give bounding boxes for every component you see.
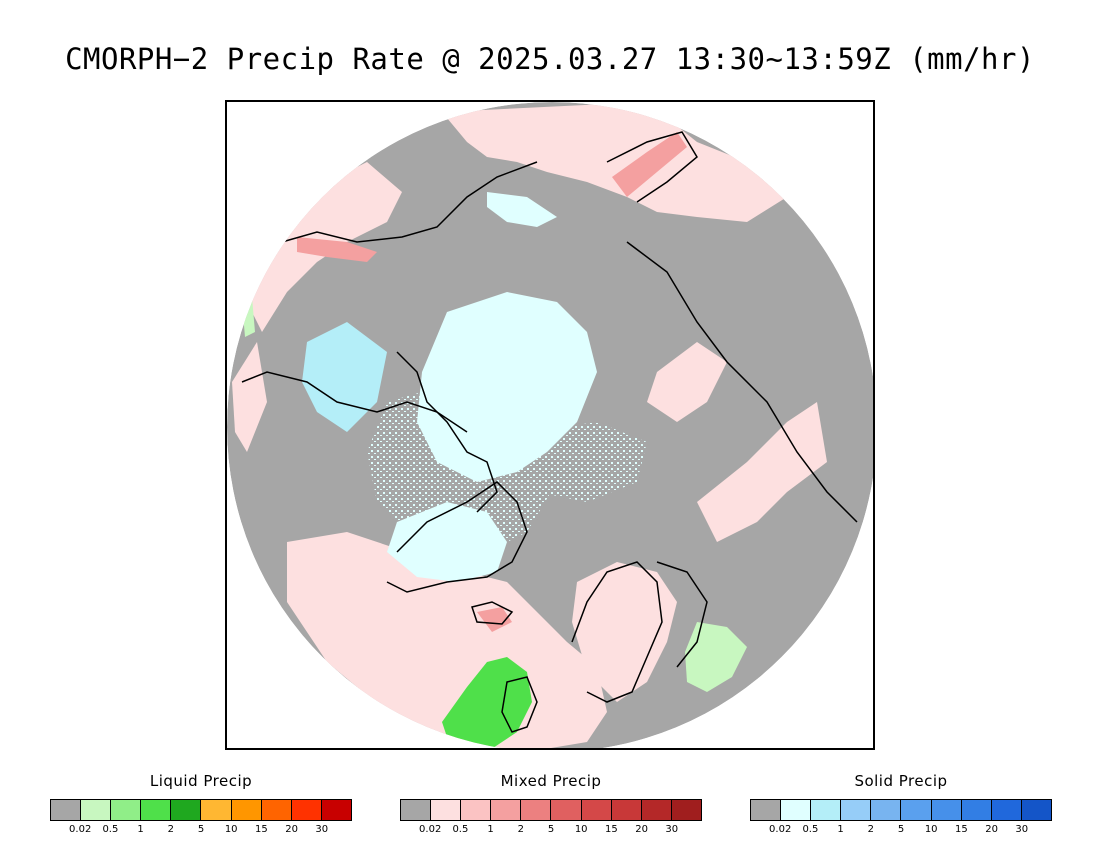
legend-swatch bbox=[521, 800, 552, 820]
legend-tick-label: 20 bbox=[635, 824, 648, 835]
tick-labels-liquid: 0.02 0.5 1 2 5 10 15 20 30 bbox=[50, 821, 352, 835]
legend-swatch bbox=[751, 800, 782, 820]
mixed-precip-region-siberia bbox=[697, 402, 827, 542]
legend-tick-label: 2 bbox=[167, 824, 174, 835]
solid-precip-region-bering-sea bbox=[487, 192, 557, 227]
coastline-siberia bbox=[626, 241, 858, 523]
legend-swatch bbox=[581, 800, 612, 820]
coastline-scandinavia bbox=[571, 561, 663, 703]
legend-swatch bbox=[261, 800, 292, 820]
legend-tick-label: 15 bbox=[955, 824, 968, 835]
solid-precip-region-canada bbox=[302, 322, 387, 432]
legend-tick-label: 0.5 bbox=[452, 824, 469, 835]
coastline-british-isles bbox=[501, 676, 538, 733]
map-panel bbox=[225, 100, 875, 750]
legend-swatch bbox=[171, 800, 202, 820]
legend-swatch bbox=[201, 800, 232, 820]
legend-tick-label: 15 bbox=[255, 824, 268, 835]
tick-labels-solid: 0.02 0.5 1 2 5 10 15 20 30 bbox=[750, 821, 1052, 835]
coastlines bbox=[241, 131, 858, 733]
legend-tick-label: 20 bbox=[985, 824, 998, 835]
legend-swatch bbox=[671, 800, 701, 820]
legend-swatch bbox=[141, 800, 172, 820]
legend-swatch bbox=[231, 800, 262, 820]
legend-tick-label: 2 bbox=[517, 824, 524, 835]
chart-title: CMORPH−2 Precip Rate @ 2025.03.27 13:30~… bbox=[65, 42, 1035, 76]
legend-swatch bbox=[51, 800, 82, 820]
legend-swatch bbox=[611, 800, 642, 820]
legend-swatch bbox=[811, 800, 842, 820]
legend-tick-label: 1 bbox=[137, 824, 144, 835]
solid-precip-region-greenland bbox=[387, 502, 507, 582]
mixed-precip-band-kamchatka bbox=[612, 132, 687, 197]
map-disk bbox=[227, 102, 873, 748]
legend-swatch bbox=[991, 800, 1022, 820]
legend-tick-label: 0.5 bbox=[802, 824, 819, 835]
legend-tick-label: 0.02 bbox=[69, 824, 92, 835]
legend-swatch bbox=[461, 800, 492, 820]
coastline-canadian-archipelago bbox=[396, 351, 498, 513]
mixed-precip-region-east-siberia bbox=[647, 342, 727, 422]
legend-liquid-precip: Liquid Precip 0.02 0.5 1 2 5 10 15 20 30 bbox=[50, 772, 352, 835]
legend-swatch bbox=[841, 800, 872, 820]
legend-swatch bbox=[1021, 800, 1051, 820]
color-bar-mixed bbox=[400, 799, 702, 821]
legend-swatch bbox=[781, 800, 812, 820]
legend-swatch bbox=[111, 800, 142, 820]
legend-swatch bbox=[961, 800, 992, 820]
color-bar-liquid bbox=[50, 799, 352, 821]
liquid-precip-region-west-europe bbox=[685, 622, 747, 692]
legend-title-solid: Solid Precip bbox=[854, 772, 948, 790]
legend-tick-label: 1 bbox=[487, 824, 494, 835]
legend-swatch bbox=[901, 800, 932, 820]
legend-swatch bbox=[931, 800, 962, 820]
legend-tick-label: 0.02 bbox=[419, 824, 442, 835]
legend-tick-label: 5 bbox=[547, 824, 555, 835]
mixed-precip-region-scandinavia bbox=[572, 562, 677, 702]
legend-swatch bbox=[81, 800, 112, 820]
legend-swatch bbox=[491, 800, 522, 820]
legend-tick-label: 30 bbox=[665, 824, 679, 835]
tick-labels-mixed: 0.02 0.5 1 2 5 10 15 20 30 bbox=[400, 821, 702, 835]
legend-tick-label: 15 bbox=[605, 824, 618, 835]
legend-title-mixed: Mixed Precip bbox=[500, 772, 602, 790]
legend-solid-precip: Solid Precip 0.02 0.5 1 2 5 10 15 20 30 bbox=[750, 772, 1052, 835]
legend-tick-label: 10 bbox=[224, 824, 238, 835]
coastline-iceland bbox=[471, 601, 514, 625]
coastline-scandinavia-east bbox=[656, 561, 708, 668]
legend-tick-label: 30 bbox=[1015, 824, 1029, 835]
legend-mixed-precip: Mixed Precip 0.02 0.5 1 2 5 10 15 20 30 bbox=[400, 772, 702, 835]
legend-tick-label: 20 bbox=[285, 824, 298, 835]
legend-tick-label: 10 bbox=[574, 824, 588, 835]
legend-swatch bbox=[431, 800, 462, 820]
legend-swatch bbox=[321, 800, 351, 820]
legend-tick-label: 5 bbox=[197, 824, 205, 835]
legend-tick-label: 30 bbox=[315, 824, 329, 835]
legend-tick-label: 1 bbox=[837, 824, 844, 835]
legend-tick-label: 5 bbox=[897, 824, 905, 835]
legend-swatch bbox=[641, 800, 672, 820]
legend-tick-label: 2 bbox=[867, 824, 874, 835]
legend-swatch bbox=[871, 800, 902, 820]
mixed-precip-region-north-pacific bbox=[442, 102, 787, 222]
mixed-precip-region-west-edge bbox=[232, 342, 267, 452]
legend-swatch bbox=[291, 800, 322, 820]
legend-swatch bbox=[401, 800, 432, 820]
coastline-alaska bbox=[281, 161, 538, 243]
coastline-greenland bbox=[386, 481, 528, 593]
coastline-canada-north bbox=[241, 371, 468, 433]
mixed-precip-band-gulf-alaska bbox=[297, 237, 377, 262]
legend-swatch bbox=[551, 800, 582, 820]
polar-precip-map bbox=[227, 102, 873, 748]
color-bar-solid bbox=[750, 799, 1052, 821]
mixed-precip-spot-iceland bbox=[477, 607, 512, 632]
legend-title-liquid: Liquid Precip bbox=[149, 772, 253, 790]
solid-precip-speckle-barents bbox=[527, 422, 647, 502]
legend-tick-label: 10 bbox=[924, 824, 938, 835]
legend-tick-label: 0.02 bbox=[769, 824, 792, 835]
legend-tick-label: 0.5 bbox=[102, 824, 119, 835]
coastline-chukotka bbox=[606, 131, 698, 203]
